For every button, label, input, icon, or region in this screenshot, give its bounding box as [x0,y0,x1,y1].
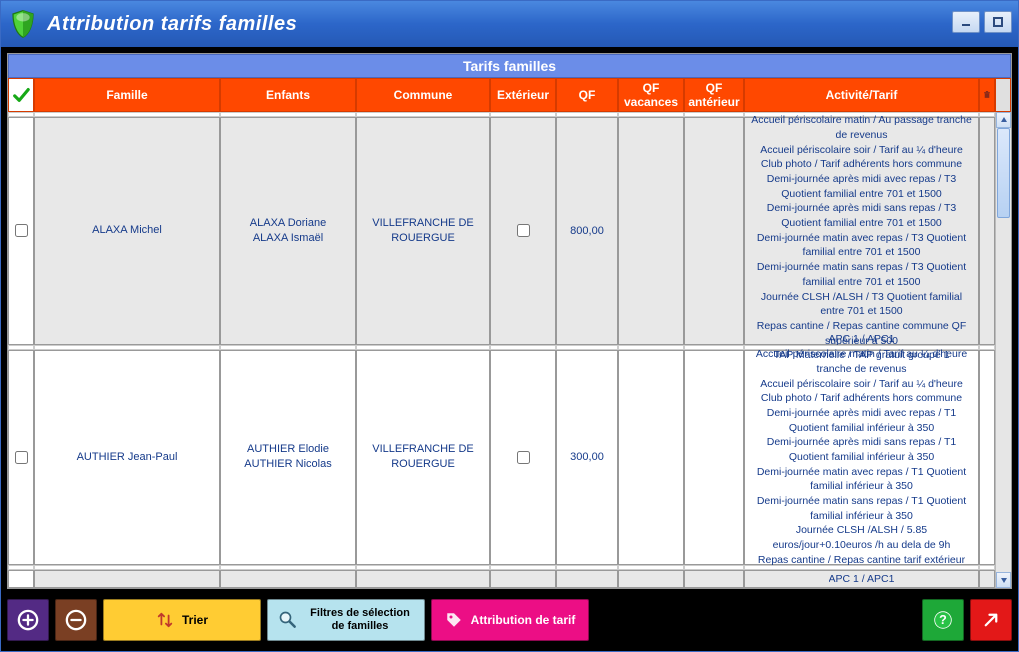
cell-trash [979,350,995,565]
scroll-up-button[interactable] [996,112,1011,128]
minimize-button[interactable] [952,11,980,33]
cell-famille: AUTHIER Jean-Paul [77,450,178,465]
shield-icon [9,9,37,39]
cell-activites: APC 1 / APC1 [829,572,895,587]
cell-enfants: AUTHIER Elodie AUTHIER Nicolas [244,442,331,472]
attribution-label: Attribution de tarif [471,613,576,627]
sort-label: Trier [182,613,208,627]
attribution-button[interactable]: Attribution de tarif [431,599,589,641]
cell-qf-vacances [618,117,684,345]
cell-commune: VILLEFRANCHE DE ROUERGUE [360,442,486,472]
help-button[interactable]: ? [922,599,964,641]
cell-qf-anterieur [684,117,744,345]
cell-exterieur-checkbox[interactable] [517,451,530,464]
header-enfants[interactable]: Enfants [220,78,356,112]
row-checkbox[interactable] [15,451,28,464]
header-exterieur[interactable]: Extérieur [490,78,556,112]
exit-arrow-icon [982,611,1000,629]
cell-commune: VILLEFRANCHE DE ROUERGUE [360,216,486,246]
cell-famille: ALAXA Michel [92,223,162,238]
cell-qf-vacances [618,350,684,565]
header-commune[interactable]: Commune [356,78,490,112]
table-title: Tarifs familles [8,54,1011,78]
cell-qf: 300,00 [570,451,604,463]
vertical-scrollbar[interactable] [995,112,1011,588]
header-checkall[interactable] [8,78,34,112]
minus-circle-icon [65,609,87,631]
table-body: ALAXA Michel ALAXA Doriane ALAXA Ismaël … [8,112,1011,588]
window-buttons [952,11,1012,33]
table-header: Famille Enfants Commune Extérieur QF QF … [8,78,1011,112]
trash-icon [983,89,991,101]
check-icon [12,86,30,104]
cell-exterieur-checkbox[interactable] [517,224,530,237]
row-checkbox[interactable] [15,224,28,237]
content-area: Tarifs familles Famille Enfants Commune … [1,47,1018,595]
search-icon [278,610,298,630]
sort-button[interactable]: Trier [103,599,261,641]
rows-scroll: ALAXA Michel ALAXA Doriane ALAXA Ismaël … [8,112,995,588]
remove-button[interactable] [55,599,97,641]
header-qf[interactable]: QF [556,78,618,112]
filter-label: Filtres de sélection de familles [306,607,414,632]
scroll-thumb[interactable] [997,128,1010,218]
titlebar: Attribution tarifs familles [1,1,1018,47]
cell-enfants: ALAXA Doriane ALAXA Ismaël [250,216,326,246]
maximize-button[interactable] [984,11,1012,33]
exit-button[interactable] [970,599,1012,641]
scroll-track[interactable] [996,128,1011,572]
header-delete[interactable] [979,78,995,112]
table-row: ALAXA Michel ALAXA Doriane ALAXA Ismaël … [8,117,995,345]
sort-icon [156,611,174,629]
tag-icon [445,611,463,629]
scroll-down-button[interactable] [996,572,1011,588]
svg-text:?: ? [939,613,947,627]
plus-circle-icon [17,609,39,631]
toolbar-container: Trier Filtres de sélection de familles A… [1,595,1018,651]
window: Attribution tarifs familles Tarifs famil… [0,0,1019,652]
toolbar: Trier Filtres de sélection de familles A… [7,595,1012,645]
header-scroll-spacer [995,78,1011,112]
cell-qf-anterieur [684,350,744,565]
cell-trash [979,117,995,345]
header-famille[interactable]: Famille [34,78,220,112]
cell-qf: 800,00 [570,225,604,237]
table-row: AUTHIER Jean-Paul AUTHIER Elodie AUTHIER… [8,350,995,565]
add-button[interactable] [7,599,49,641]
header-activite[interactable]: Activité/Tarif [744,78,979,112]
header-qf-vacances[interactable]: QF vacances [618,78,684,112]
window-title: Attribution tarifs familles [47,13,297,36]
table-row: APC 1 / APC1 [8,570,995,588]
table-container: Tarifs familles Famille Enfants Commune … [7,53,1012,589]
cell-activites: APC 1 / APC1Accueil périscolaire matin /… [748,112,975,363]
header-qf-anterieur[interactable]: QF antérieur [684,78,744,112]
help-icon: ? [933,610,953,630]
cell-activites: APC 1 / APC1Accueil périscolaire matin /… [748,332,975,582]
filter-button[interactable]: Filtres de sélection de familles [267,599,425,641]
